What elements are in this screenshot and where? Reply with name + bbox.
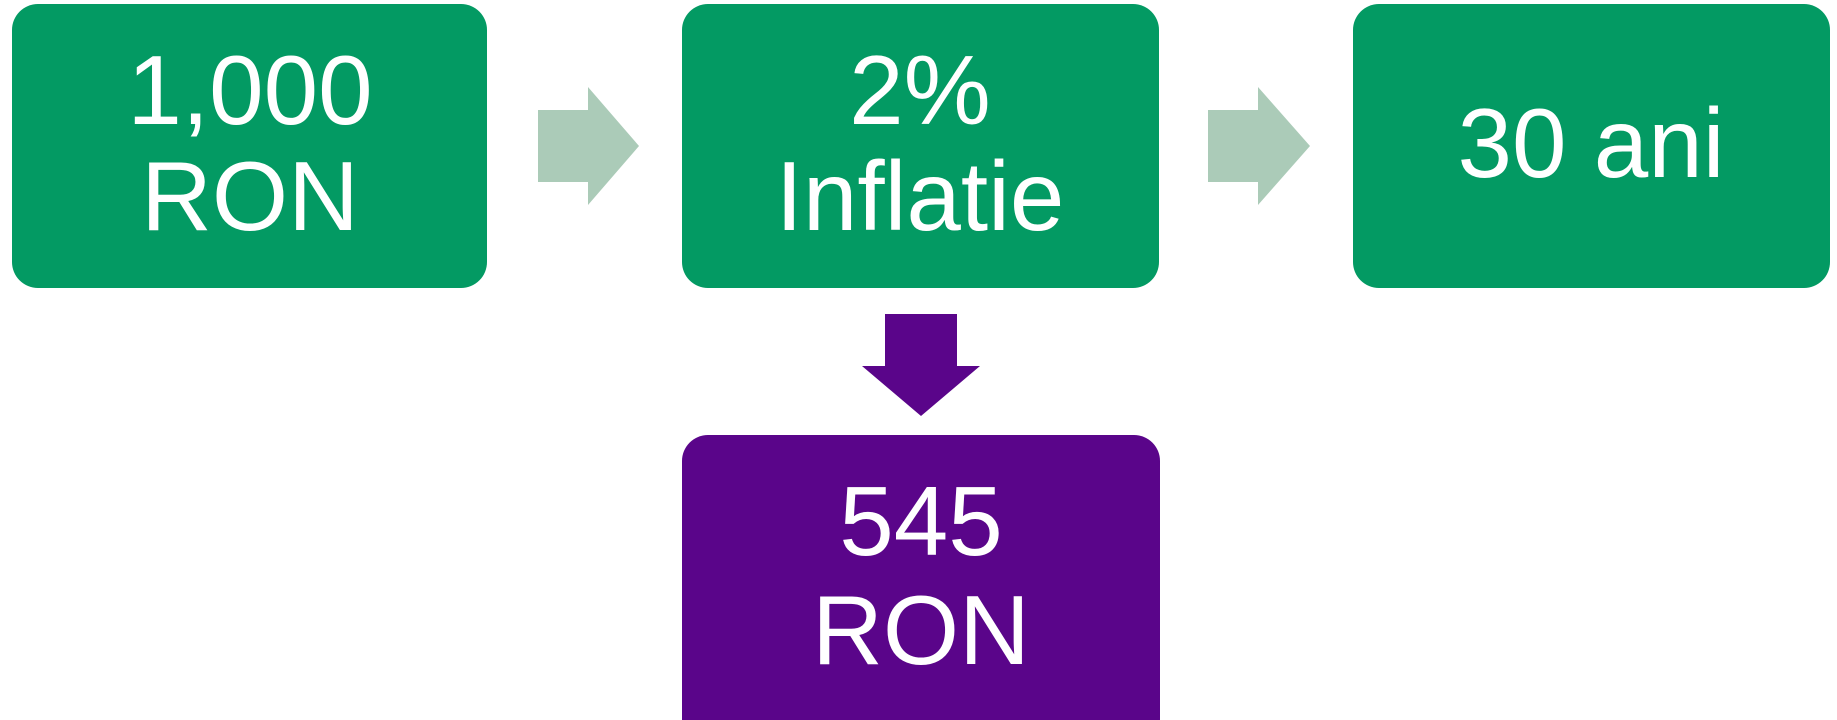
inflation-box: [682, 4, 1159, 288]
node-label: 2%: [849, 35, 991, 145]
node-label: 545: [839, 466, 1003, 576]
node-label: RON: [812, 575, 1030, 685]
result-box: [682, 435, 1160, 720]
node-label: Inflatie: [776, 141, 1065, 251]
node-label: 30 ani: [1457, 88, 1724, 198]
node-label: 1,000: [127, 35, 372, 145]
down-arrow: [862, 314, 980, 416]
right-arrow: [538, 87, 639, 205]
node-label: RON: [141, 141, 359, 251]
start-box: [12, 4, 487, 288]
right-arrow: [1208, 87, 1310, 205]
years-box: [1353, 4, 1830, 288]
